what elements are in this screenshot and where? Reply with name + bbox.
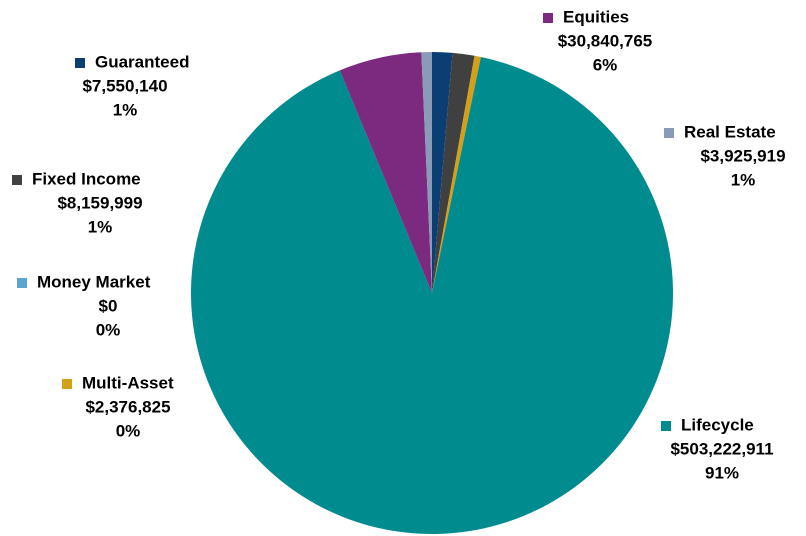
slice-name: Lifecycle [681,415,754,434]
legend-marker [543,13,553,23]
value-label: $3,925,919 [700,146,785,165]
value-label: $0 [99,296,118,315]
value-label: $30,840,765 [558,31,653,50]
slice-name: Money Market [37,272,151,291]
percent-label: 0% [116,421,141,440]
value-label: $2,376,825 [85,397,170,416]
pie-slice [191,57,673,535]
legend-marker [661,421,671,431]
value-label: $8,159,999 [57,193,142,212]
pie-slice [421,52,432,293]
legend-marker [17,278,27,288]
slice-name: Guaranteed [95,52,189,71]
pie-slice [339,52,432,293]
percent-label: 1% [113,100,138,119]
legend-marker [12,175,22,185]
legend-marker [62,379,72,389]
percent-label: 6% [593,55,618,74]
slice-name: Real Estate [684,122,776,141]
slice-name: Fixed Income [32,169,141,188]
percent-label: 1% [731,170,756,189]
pie-slice [432,52,475,293]
legend-marker [664,128,674,138]
percent-label: 91% [705,463,739,482]
percent-label: 1% [88,217,113,236]
legend-marker [75,58,85,68]
slice-name: Equities [563,7,629,26]
pie-slice [432,52,453,293]
pie-slice [432,55,481,293]
value-label: $7,550,140 [82,76,167,95]
slice-name: Multi-Asset [82,373,174,392]
percent-label: 0% [96,320,121,339]
value-label: $503,222,911 [670,439,773,458]
